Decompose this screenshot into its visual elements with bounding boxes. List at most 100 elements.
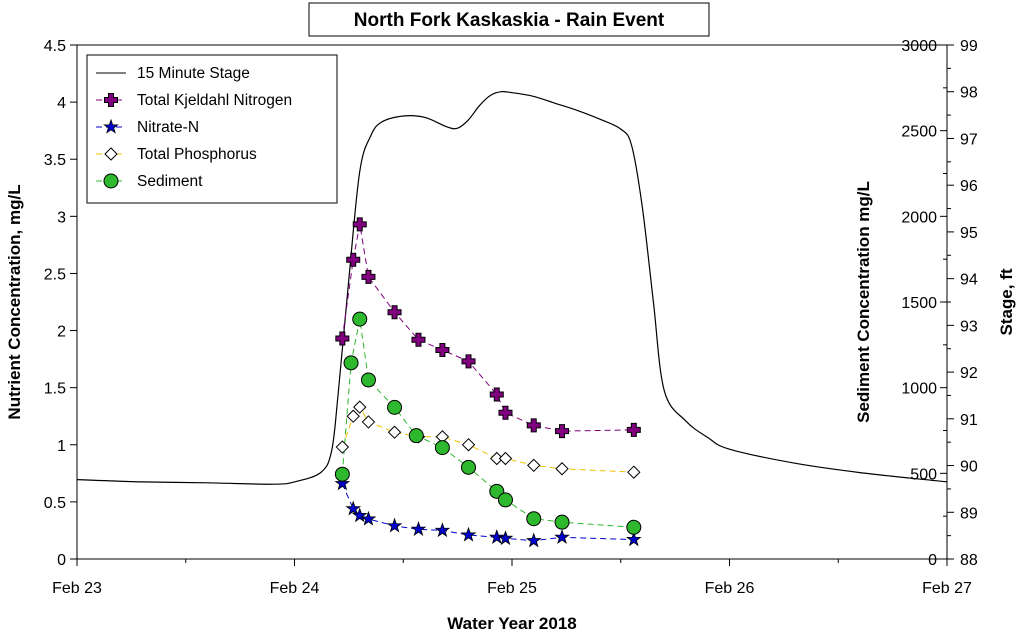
point-total-phosphorus <box>627 465 641 479</box>
legend-tkn-marker <box>104 93 118 107</box>
point-total-phosphorus <box>361 415 376 429</box>
legend-box <box>86 54 338 204</box>
stage-tick-label: 93 <box>960 318 978 335</box>
stage-tick-label: 98 <box>960 85 978 102</box>
stage-tick-label: 95 <box>960 225 978 242</box>
legend-nitrate-marker <box>103 118 119 134</box>
point-nitrate-n <box>460 526 477 542</box>
point-total-kjeldahl-nitrogen <box>352 217 367 232</box>
left-y-tick-label: 4.5 <box>44 38 66 55</box>
point-total-kjeldahl-nitrogen <box>526 418 541 433</box>
stage-tick-label: 96 <box>960 178 978 195</box>
left-y-tick-label: 4 <box>57 95 66 112</box>
stage-tick-label: 89 <box>960 505 978 522</box>
stage-tick-label: 97 <box>960 131 978 148</box>
left-y-tick-label: 3 <box>57 209 66 226</box>
stage-axis-title: Stage, ft <box>997 268 1016 335</box>
point-total-kjeldahl-nitrogen <box>489 387 504 402</box>
point-total-phosphorus <box>353 400 367 414</box>
point-nitrate-n <box>410 521 427 536</box>
point-total-phosphorus <box>498 451 513 466</box>
sediment-tick-label: 1500 <box>901 295 937 312</box>
point-sediment <box>334 466 350 482</box>
sediment-tick-label: 2000 <box>901 209 937 226</box>
sediment-tick-label: 2500 <box>901 124 937 141</box>
stage-tick-label: 94 <box>960 272 978 289</box>
left-y-tick-label: 1 <box>57 438 66 455</box>
left-y-tick-label: 3.5 <box>44 152 66 169</box>
point-total-kjeldahl-nitrogen <box>498 405 513 420</box>
x-tick-label: Feb 26 <box>705 580 755 597</box>
x-tick-label: Feb 25 <box>487 580 537 597</box>
chart-title-box <box>308 2 710 37</box>
point-sediment <box>352 311 368 327</box>
left-axis-title: Nutrient Concentration, mg/L <box>5 184 24 419</box>
legend-label-tkn: Total Kjeldahl Nitrogen <box>137 92 292 109</box>
chart-title: North Fork Kaskaskia - Rain Event <box>354 10 665 31</box>
left-y-tick-label: 1.5 <box>44 381 66 398</box>
legend-phosphorus-marker <box>104 147 118 161</box>
point-total-phosphorus <box>527 458 541 473</box>
series-line-15-minute-stage <box>76 90 948 485</box>
legend-item-stage: 15 Minute Stage <box>96 65 250 82</box>
point-sediment <box>526 511 542 527</box>
point-sediment <box>461 459 476 475</box>
point-total-phosphorus <box>387 425 402 439</box>
point-nitrate-n <box>488 529 505 544</box>
point-nitrate-n <box>360 510 377 526</box>
sediment-tick-label: 3000 <box>901 38 937 55</box>
legend-item-sediment: Sediment <box>96 173 203 190</box>
point-sediment <box>497 492 513 508</box>
point-total-kjeldahl-nitrogen <box>387 305 402 320</box>
sediment-tick-label: 1000 <box>901 381 937 398</box>
point-total-phosphorus <box>461 438 476 452</box>
point-nitrate-n <box>625 531 642 547</box>
sediment-axis-title: Sediment Concentration mg/L <box>854 181 873 423</box>
point-sediment <box>554 514 570 530</box>
legend-label-phosphorus: Total Phosphorus <box>137 146 257 163</box>
point-sediment <box>360 372 376 388</box>
point-total-kjeldahl-nitrogen <box>626 422 641 437</box>
legend-item-nitrate: Nitrate-N <box>96 118 199 136</box>
point-nitrate-n <box>497 530 514 546</box>
point-sediment <box>408 428 424 444</box>
sediment-tick-label: 0 <box>928 552 937 569</box>
left-y-tick-label: 0 <box>57 552 66 569</box>
x-tick-label: Feb 24 <box>270 580 320 597</box>
point-nitrate-n <box>386 517 403 533</box>
point-total-kjeldahl-nitrogen <box>411 332 426 347</box>
point-sediment <box>343 355 359 371</box>
point-nitrate-n <box>345 500 362 516</box>
legend-item-tkn: Total Kjeldahl Nitrogen <box>96 92 292 109</box>
legend-label-sediment: Sediment <box>137 173 203 190</box>
point-nitrate-n <box>434 522 451 538</box>
stage-tick-label: 90 <box>960 459 978 476</box>
point-total-phosphorus <box>555 462 569 476</box>
point-sediment <box>626 519 642 535</box>
x-tick-label: Feb 27 <box>922 580 972 597</box>
legend-label-stage: 15 Minute Stage <box>137 65 250 82</box>
point-total-phosphorus <box>346 409 360 423</box>
stage-tick-label: 91 <box>960 412 978 429</box>
point-total-kjeldahl-nitrogen <box>555 424 570 439</box>
stage-tick-label: 88 <box>960 552 978 569</box>
point-total-kjeldahl-nitrogen <box>361 269 376 284</box>
point-nitrate-n <box>351 507 368 523</box>
x-tick-label: Feb 23 <box>52 580 102 597</box>
legend-label-nitrate: Nitrate-N <box>137 119 199 136</box>
left-y-tick-label: 2.5 <box>44 266 66 283</box>
stage-tick-label: 92 <box>960 365 978 382</box>
x-axis-title: Water Year 2018 <box>447 614 576 633</box>
point-total-phosphorus <box>335 440 350 454</box>
legend-item-phosphorus: Total Phosphorus <box>96 146 257 163</box>
stage-tick-label: 99 <box>960 38 978 55</box>
left-y-tick-label: 2 <box>57 324 66 341</box>
point-nitrate-n <box>525 532 542 548</box>
point-total-kjeldahl-nitrogen <box>335 331 350 346</box>
legend-sediment-marker <box>103 173 119 189</box>
point-nitrate-n <box>554 529 570 544</box>
point-total-kjeldahl-nitrogen <box>346 252 361 267</box>
point-nitrate-n <box>334 475 351 491</box>
legend: 15 Minute Stage Total Kjeldahl Nitrogen … <box>86 54 338 204</box>
